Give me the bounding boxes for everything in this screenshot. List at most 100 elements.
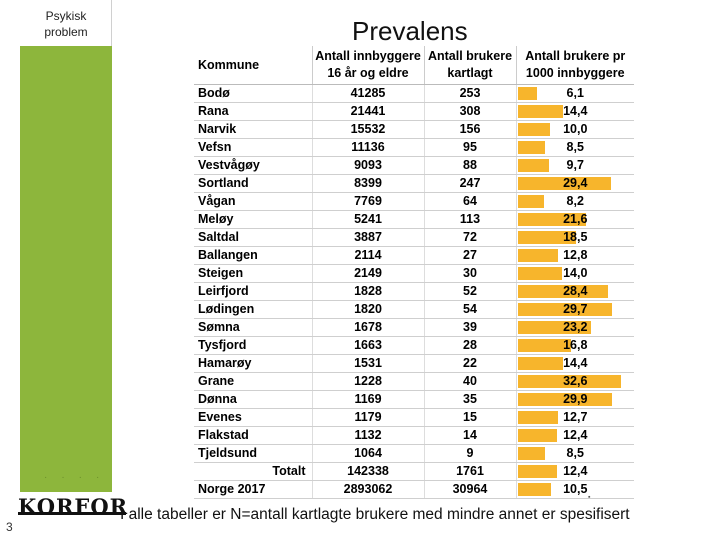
cell-per1000: 29,9 [515,390,634,409]
rate-value: 21,6 [563,212,588,226]
logo-underline [18,512,126,515]
cell-kommune: Narvik [194,120,312,139]
table-row: Vefsn 11136 95 8,5 [194,138,634,157]
table-row: Vågan 7769 64 8,2 [194,192,634,211]
cell-per1000: 16,8 [515,336,634,355]
cell-kommune: Saltdal [194,228,312,247]
cell-brukere: 156 [423,120,516,139]
rate-bar [517,465,557,478]
cell-brukere: 40 [423,372,516,391]
table-row: Hamarøy 1531 22 14,4 [194,354,634,373]
cell-brukere: 22 [423,354,516,373]
cell-brukere: 15 [423,408,516,427]
rate-value: 9,7 [566,158,584,172]
rate-bar [517,123,550,136]
rate-bar [517,231,576,244]
cell-innbyggere: 21441 [311,102,424,121]
table-row: Evenes 1179 15 12,7 [194,408,634,427]
cell-innbyggere: 8399 [311,174,424,193]
decorative-dots: ···· [44,472,114,483]
cell-brukere: 1761 [423,462,516,481]
cell-kommune: Totalt [194,462,312,481]
rate-bar [517,105,563,118]
cell-kommune: Evenes [194,408,312,427]
rate-bar [517,285,608,298]
rate-bar [517,339,571,352]
rate-value: 29,9 [563,392,588,406]
rate-value: 14,4 [563,104,588,118]
cell-kommune: Tysfjord [194,336,312,355]
table-row: Sortland 8399 247 29,4 [194,174,634,193]
rate-value: 16,8 [563,338,588,352]
cell-brukere: 72 [423,228,516,247]
cell-per1000: 12,4 [515,462,634,481]
rate-bar [517,411,558,424]
footnote: I alle tabeller er N=antall kartlagte br… [120,506,630,523]
cell-per1000: 28,4 [515,282,634,301]
table-row: Saltdal 3887 72 18,5 [194,228,634,247]
table-row: Vestvågøy 9093 88 9,7 [194,156,634,175]
cell-kommune: Vestvågøy [194,156,312,175]
cell-brukere: 28 [423,336,516,355]
rate-bar [517,195,544,208]
rate-bar [517,249,558,262]
rate-bar [517,375,621,388]
cell-kommune: Vågan [194,192,312,211]
cell-innbyggere: 1828 [311,282,424,301]
rate-bar [517,357,563,370]
sidebar-label-line1: Psykisk [45,9,87,23]
rate-value: 8,5 [566,140,584,154]
cell-innbyggere: 41285 [311,84,424,103]
cell-kommune: Sortland [194,174,312,193]
cell-brukere: 308 [423,102,516,121]
header-innbyggere: Antall innbyggere 16 år og eldre [311,46,424,85]
cell-brukere: 54 [423,300,516,319]
table-row: Rana 21441 308 14,4 [194,102,634,121]
cell-innbyggere: 2893062 [311,480,424,499]
cell-per1000: 14,4 [515,102,634,121]
rate-bar [517,141,545,154]
cell-per1000: 8,2 [515,192,634,211]
cell-kommune: Sømna [194,318,312,337]
cell-per1000: 29,7 [515,300,634,319]
korfor-logo: KORFOR [18,494,129,519]
cell-innbyggere: 1228 [311,372,424,391]
cell-per1000: 12,8 [515,246,634,265]
table-body: Bodø 41285 253 6,1 Rana 21441 308 14,4 Narvik 155… [194,84,634,499]
rate-value: 12,8 [563,248,588,262]
cell-per1000: 29,4 [515,174,634,193]
cell-brukere: 95 [423,138,516,157]
sidebar-accent-panel [20,46,112,492]
cell-kommune: Vefsn [194,138,312,157]
rate-value: 12,4 [563,464,588,478]
cell-innbyggere: 15532 [311,120,424,139]
cell-per1000: 32,6 [515,372,634,391]
cell-innbyggere: 1179 [311,408,424,427]
cell-brukere: 39 [423,318,516,337]
cell-per1000: 14,0 [515,264,634,283]
rate-bar [517,483,551,496]
rate-value: 29,7 [563,302,588,316]
cell-innbyggere: 142338 [311,462,424,481]
header-brukere-line1: Antall brukere [427,49,513,63]
cell-innbyggere: 11136 [311,138,424,157]
table-row: Steigen 2149 30 14,0 [194,264,634,283]
table-row: Narvik 15532 156 10,0 [194,120,634,139]
cell-brukere: 30964 [423,480,516,499]
cell-kommune: Leirfjord [194,282,312,301]
prevalence-table: Kommune Antall innbyggere 16 år og eldre… [194,46,634,499]
table-row: Sømna 1678 39 23,2 [194,318,634,337]
table-row: Dønna 1169 35 29,9 [194,390,634,409]
table-row: Leirfjord 1828 52 28,4 [194,282,634,301]
rate-value: 10,0 [563,122,588,136]
cell-innbyggere: 1132 [311,426,424,445]
header-per1000: Antall brukere pr 1000 innbyggere [515,46,634,85]
table-row: Grane 1228 40 32,6 [194,372,634,391]
cell-kommune: Norge 2017 [194,480,312,499]
rate-value: 10,5 [563,482,588,496]
table-row: Lødingen 1820 54 29,7 [194,300,634,319]
table-row: Tjeldsund 1064 9 8,5 [194,444,634,463]
rate-value: 6,1 [566,86,584,100]
cell-kommune: Rana [194,102,312,121]
cell-brukere: 247 [423,174,516,193]
